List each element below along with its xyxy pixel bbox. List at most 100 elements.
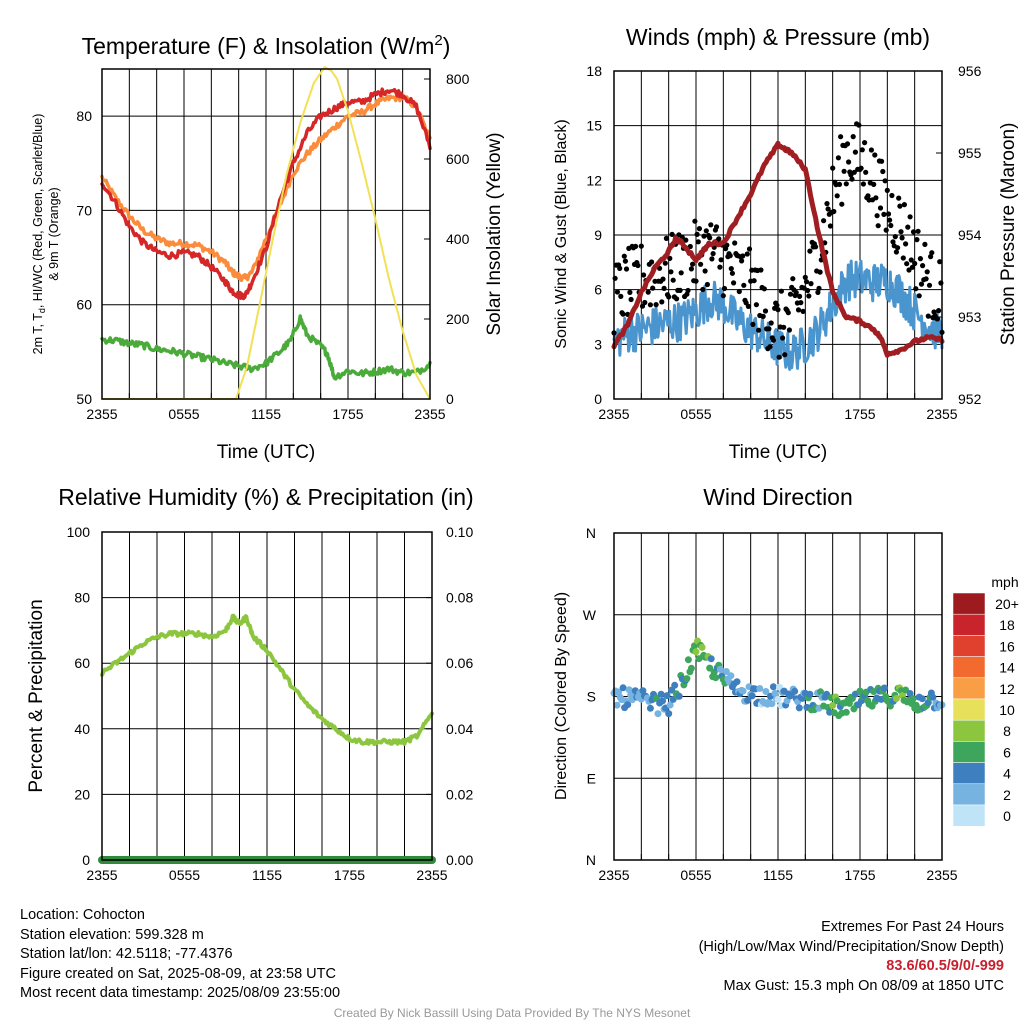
- gust-point: [638, 243, 644, 249]
- gust-point: [782, 352, 788, 358]
- gust-point: [898, 229, 904, 235]
- gust-point: [741, 282, 747, 288]
- gust-point: [877, 205, 884, 211]
- x-tick-label: 2355: [926, 406, 957, 422]
- gust-point: [834, 193, 840, 199]
- y-tick-label-left: 12: [586, 172, 602, 188]
- direction-point: [880, 684, 888, 692]
- gust-point: [761, 286, 767, 292]
- gust-point: [852, 149, 859, 155]
- gust-point: [732, 240, 738, 246]
- direction-point: [712, 674, 720, 682]
- direction-point: [671, 681, 679, 689]
- gust-point: [751, 278, 757, 284]
- created-text: Figure created on Sat, 2025-08-09, at 23…: [20, 965, 336, 982]
- elevation-text: Station elevation: 599.328 m: [20, 926, 204, 943]
- gust-point: [929, 250, 935, 256]
- extremes-values: 83.6/60.5/9/0/-999: [886, 958, 1004, 974]
- gust-point: [824, 201, 830, 207]
- direction-point: [762, 688, 770, 695]
- gust-point: [703, 228, 709, 234]
- gust-point: [678, 270, 684, 276]
- gust-point: [662, 260, 668, 266]
- gust-point: [905, 224, 911, 230]
- y-tick-label-right: 800: [446, 71, 470, 87]
- gust-point: [813, 244, 819, 250]
- direction-point: [817, 688, 824, 696]
- gust-point: [694, 231, 700, 237]
- gust-point: [922, 241, 928, 247]
- colorbar-label: 18: [999, 617, 1015, 633]
- gust-point: [936, 308, 942, 314]
- gust-point: [627, 289, 633, 295]
- gust-point: [746, 246, 753, 252]
- direction-point: [733, 678, 741, 686]
- y-tick-label-right: 600: [446, 151, 470, 167]
- gust-point: [760, 313, 766, 319]
- y-tick-label-left: 50: [76, 391, 92, 407]
- gust-point: [825, 206, 831, 212]
- wind-speed-line: [612, 259, 944, 371]
- gust-point: [793, 290, 799, 296]
- gust-point: [701, 233, 707, 239]
- plot-border: [613, 532, 943, 861]
- x-tick-label: 1755: [332, 406, 363, 422]
- gust-point: [802, 274, 808, 280]
- y-tick-label-left: 6: [594, 282, 602, 298]
- x-tick-label: 2355: [86, 867, 117, 883]
- panel3-title: Relative Humidity (%) & Precipitation (i…: [58, 484, 473, 510]
- direction-point: [892, 695, 900, 702]
- extremes-title: Extremes For Past 24 Hours: [821, 919, 1004, 935]
- x-tick-label: 1155: [251, 406, 281, 422]
- y-axis-label-right: Station Pressure (Maroon): [998, 123, 1019, 346]
- gust-point: [683, 237, 689, 243]
- y-tick-label-right: 0.06: [446, 655, 473, 671]
- x-tick-label: 1155: [252, 867, 282, 883]
- x-axis-label: Time (UTC): [729, 442, 828, 463]
- gust-point: [645, 289, 651, 295]
- gust-point: [881, 211, 887, 217]
- direction-point: [707, 655, 715, 663]
- y-tick-label-left: 9: [594, 227, 602, 243]
- direction-point: [722, 668, 730, 675]
- gust-point: [628, 296, 634, 303]
- gust-point: [787, 291, 794, 297]
- gust-point: [924, 269, 930, 275]
- panel1-title: Temperature (F) & Insolation (W/m2): [82, 32, 451, 59]
- y-tick-label-right: 400: [446, 231, 470, 247]
- y-tick-label-left: 0: [82, 852, 90, 868]
- y-tick-label: N: [586, 525, 596, 541]
- y-tick-label-right: 952: [958, 391, 982, 407]
- colorbar-swatch: [952, 635, 986, 657]
- gust-point: [896, 195, 902, 201]
- direction-point: [918, 695, 926, 703]
- gust-point: [617, 265, 623, 271]
- gust-point: [790, 276, 796, 282]
- direction-point: [683, 675, 691, 683]
- x-tick-label: 1755: [334, 867, 365, 883]
- gust-point: [805, 287, 811, 294]
- x-tick-label: 1155: [763, 406, 793, 422]
- gust-point: [844, 141, 851, 147]
- gust-point: [663, 235, 670, 241]
- gust-point: [839, 201, 845, 207]
- y-tick-label-left: 70: [76, 202, 92, 218]
- gust-point: [841, 168, 847, 174]
- gust-point: [659, 299, 665, 305]
- y-tick-label-right: 953: [958, 309, 982, 325]
- gust-point: [661, 285, 667, 291]
- direction-point: [909, 695, 917, 703]
- gust-point: [798, 300, 804, 306]
- gust-point: [717, 264, 723, 270]
- y-tick-label: W: [583, 607, 597, 623]
- gust-point: [899, 235, 905, 241]
- latlon-text: Station lat/lon: 42.5118; -77.4376: [20, 946, 233, 962]
- y-tick-label-right: 0.00: [446, 852, 473, 868]
- colorbar-label: 2: [1003, 787, 1011, 803]
- gust-point: [883, 227, 889, 233]
- direction-point: [791, 687, 799, 695]
- y-tick-label-right: 0.02: [446, 786, 473, 802]
- gust-point: [739, 258, 745, 264]
- gust-point: [721, 285, 728, 292]
